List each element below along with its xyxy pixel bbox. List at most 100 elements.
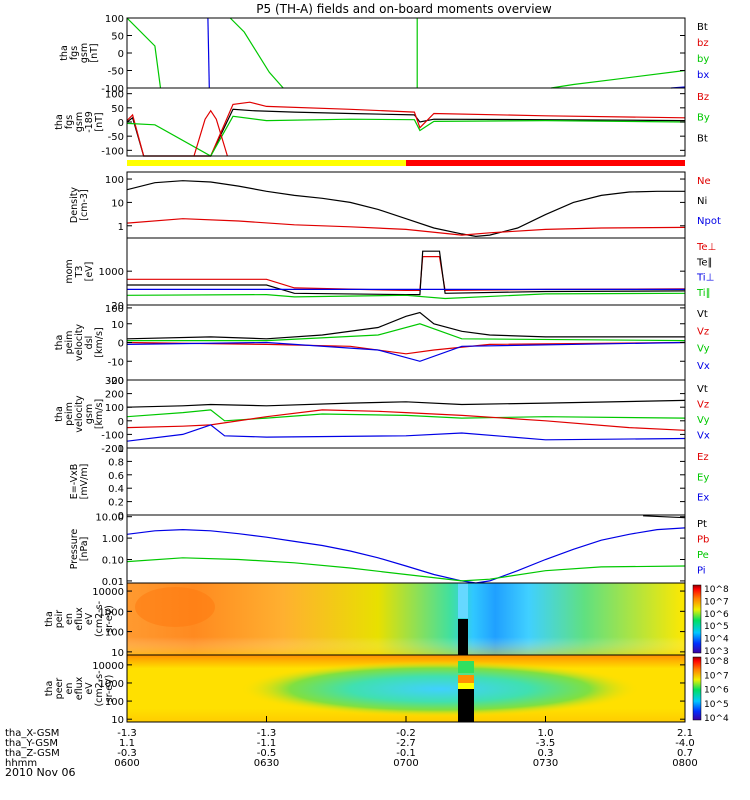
series-line-By [126, 115, 686, 157]
series-line-by [551, 69, 686, 89]
series-line-Vz [126, 341, 686, 355]
legend-entry: Ti∥ [696, 288, 711, 299]
y-tick-label: 0.10 [102, 556, 124, 567]
colorbar-tick: 10^5 [704, 700, 729, 710]
x-tick-label: 0800 [672, 758, 697, 769]
x-tick-label: -0.3 [117, 748, 137, 759]
series-line-Pt [643, 515, 686, 519]
y-axis-label: [nT] [89, 43, 100, 62]
y-axis-label: peim [64, 331, 75, 355]
legend-entry: Ni [697, 196, 707, 207]
y-axis-label: eflux [74, 607, 85, 631]
panel-frame-0 [126, 17, 686, 89]
spectrogram-electron-band-3 [458, 683, 474, 689]
legend-entry: Npot [697, 216, 721, 227]
legend-entry: Ti⊥ [696, 273, 714, 284]
colorbar-tick: 10^4 [704, 714, 729, 724]
y-tick-label: 50 [111, 104, 124, 115]
y-tick-label: 100 [105, 403, 124, 414]
y-tick-label: 0 [118, 511, 124, 522]
x-tick-label: -0.2 [396, 728, 416, 739]
y-tick-label: 100 [105, 90, 124, 101]
series-line-Vx [126, 341, 686, 362]
y-axis-label: gsm [84, 404, 95, 424]
x-tick-label: -2.7 [396, 738, 416, 749]
y-tick-label: -20 [108, 376, 124, 387]
colorbar-tick: 10^7 [704, 671, 729, 681]
y-tick-label: 50 [111, 32, 124, 43]
y-tick-label: 100 [105, 175, 124, 186]
series-line-Vt [126, 399, 686, 408]
legend-entry: By [697, 113, 710, 124]
x-tick-label: -1.3 [257, 728, 277, 739]
y-axis-label: tha [44, 681, 55, 697]
y-axis-label: peim [64, 402, 75, 426]
y-tick-label: 0 [118, 339, 124, 350]
y-tick-label: -100 [101, 430, 124, 441]
y-tick-label: 1 [118, 222, 124, 233]
y-axis-label: [nT] [94, 112, 105, 131]
x-axis-row-name: hhmm [5, 758, 37, 769]
panel-frame-1 [126, 87, 686, 157]
panel-frame-5 [126, 379, 686, 449]
spectrogram-ion-peak [135, 587, 215, 627]
colorbar-tick: 10^6 [704, 686, 729, 696]
y-tick-label: 10.00 [95, 513, 124, 524]
legend-entry: Ex [697, 493, 709, 504]
legend-entry: Bt [697, 22, 708, 33]
legend-entry: Vt [697, 384, 708, 395]
y-axis-label: eV [84, 612, 95, 625]
spectrogram-ion-shade [127, 583, 685, 655]
y-tick-label: 1.00 [102, 534, 124, 545]
y-axis-label: velocity [74, 395, 85, 433]
x-tick-label: -4.0 [675, 738, 695, 749]
y-axis-label: dsl [84, 336, 95, 350]
spectrogram-electron-core [240, 661, 640, 717]
series-line-bx [207, 17, 210, 89]
series-line-Te∥ [127, 250, 686, 296]
y-tick-label: 10 [111, 715, 124, 726]
status-bar-segment [406, 160, 685, 166]
legend-entry: Te⊥ [696, 242, 716, 253]
x-tick-label: -0.1 [396, 748, 416, 759]
status-bar-segment [127, 160, 406, 166]
legend-entry: Ne [697, 176, 711, 187]
y-axis-label: -189 [84, 111, 95, 133]
legend-entry: bx [697, 70, 709, 81]
y-tick-label: 0.2 [108, 498, 124, 509]
y-axis-label: gsm [79, 43, 90, 63]
colorbar-tick: 10^6 [704, 610, 729, 620]
panel-frame-6 [126, 447, 686, 516]
y-axis-label: tha [54, 406, 65, 422]
colorbar-tick: 10^3 [704, 647, 729, 657]
legend-entry: Pe [697, 550, 709, 561]
legend-entry: Vt [697, 309, 708, 320]
series-line-Ni [126, 180, 685, 238]
y-axis-label: peer [54, 678, 65, 700]
legend-entry: Pb [697, 535, 709, 546]
y-axis-label: velocity [74, 324, 85, 362]
x-tick-label: -0.5 [257, 748, 277, 759]
y-axis-label: E=-VxB [69, 464, 80, 499]
colorbar-8 [692, 584, 702, 654]
y-axis-label: [mV/m] [79, 464, 90, 500]
legend-entry: Vy [697, 344, 710, 355]
y-tick-label: 300 [105, 376, 124, 387]
series-line-by [126, 17, 162, 89]
x-tick-label: 0730 [533, 758, 558, 769]
series-line-Vx [126, 424, 686, 442]
legend-entry: Vx [697, 431, 710, 442]
y-tick-label: 0.8 [108, 457, 124, 468]
y-axis-label: fgs [64, 115, 75, 129]
y-tick-label: -50 [108, 67, 124, 78]
y-axis-label: eflux [74, 676, 85, 700]
y-tick-label: 0.4 [108, 484, 124, 495]
y-axis-label: peir [54, 610, 65, 629]
x-tick-label: 0630 [254, 758, 279, 769]
y-tick-label: 0.6 [108, 471, 124, 482]
y-tick-label: 100 [105, 14, 124, 25]
y-tick-label: -200 [101, 444, 124, 455]
y-axis-label: sr-eV) [104, 605, 115, 633]
y-axis-label: Density [69, 187, 80, 223]
